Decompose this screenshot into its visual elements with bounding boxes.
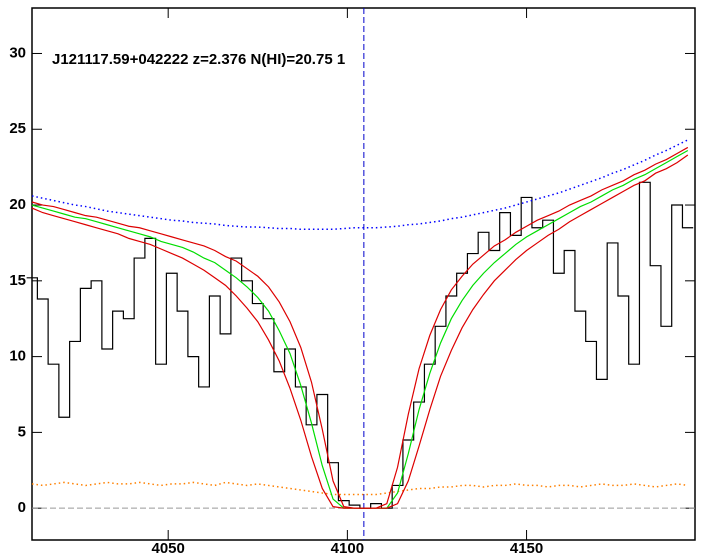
- y-tick-label: 20: [9, 196, 26, 213]
- y-tick-label: 10: [9, 348, 26, 365]
- chart-title: J121117.59+042222 z=2.376 N(HI)=20.75 1: [52, 51, 345, 68]
- spectrum: [26, 181, 694, 509]
- model-line: [31, 139, 689, 231]
- x-tick-label: 4050: [151, 540, 184, 556]
- y-tick-label: 0: [18, 499, 26, 516]
- model-line: [31, 154, 689, 509]
- x-tick-label: 4100: [331, 540, 364, 556]
- y-tick-label: 25: [9, 120, 26, 137]
- y-tick-label: 15: [9, 272, 26, 289]
- y-tick-label: 30: [9, 44, 26, 61]
- y-tick-label: 5: [18, 423, 26, 440]
- x-tick-label: 4150: [510, 540, 543, 556]
